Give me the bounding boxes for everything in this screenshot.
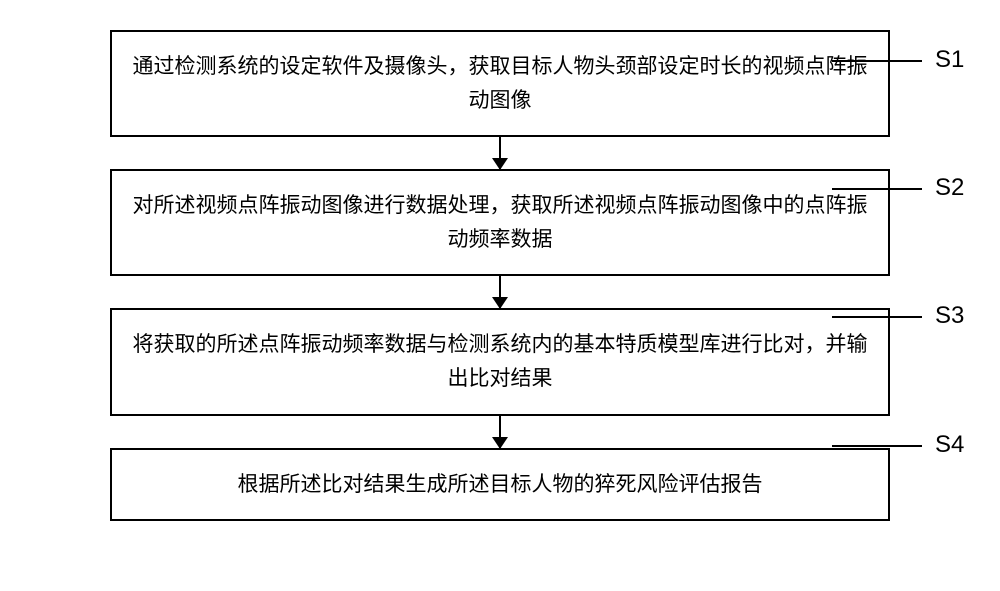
- step-label-s3: S3: [935, 302, 964, 330]
- step-text-s4: 根据所述比对结果生成所述目标人物的猝死风险评估报告: [238, 468, 763, 502]
- label-line-s4: [832, 445, 922, 447]
- label-line-s1: [832, 60, 922, 62]
- step-label-s4: S4: [935, 431, 964, 459]
- step-box-s2: 对所述视频点阵振动图像进行数据处理，获取所述视频点阵振动图像中的点阵振动频率数据: [110, 169, 890, 276]
- arrow-3-4: [499, 416, 501, 448]
- step-label-s2: S2: [935, 174, 964, 202]
- step-box-s1: 通过检测系统的设定软件及摄像头，获取目标人物头颈部设定时长的视频点阵振动图像: [110, 30, 890, 137]
- step-box-s3: 将获取的所述点阵振动频率数据与检测系统内的基本特质模型库进行比对，并输出比对结果: [110, 308, 890, 415]
- label-line-s2: [832, 188, 922, 190]
- step-text-s1: 通过检测系统的设定软件及摄像头，获取目标人物头颈部设定时长的视频点阵振动图像: [132, 50, 868, 117]
- arrow-2-3: [499, 276, 501, 308]
- flowchart-container: 通过检测系统的设定软件及摄像头，获取目标人物头颈部设定时长的视频点阵振动图像 S…: [50, 30, 950, 521]
- step-box-s4: 根据所述比对结果生成所述目标人物的猝死风险评估报告: [110, 448, 890, 522]
- step-text-s2: 对所述视频点阵振动图像进行数据处理，获取所述视频点阵振动图像中的点阵振动频率数据: [132, 189, 868, 256]
- arrow-1-2: [499, 137, 501, 169]
- label-line-s3: [832, 316, 922, 318]
- step-label-s1: S1: [935, 46, 964, 74]
- step-text-s3: 将获取的所述点阵振动频率数据与检测系统内的基本特质模型库进行比对，并输出比对结果: [132, 328, 868, 395]
